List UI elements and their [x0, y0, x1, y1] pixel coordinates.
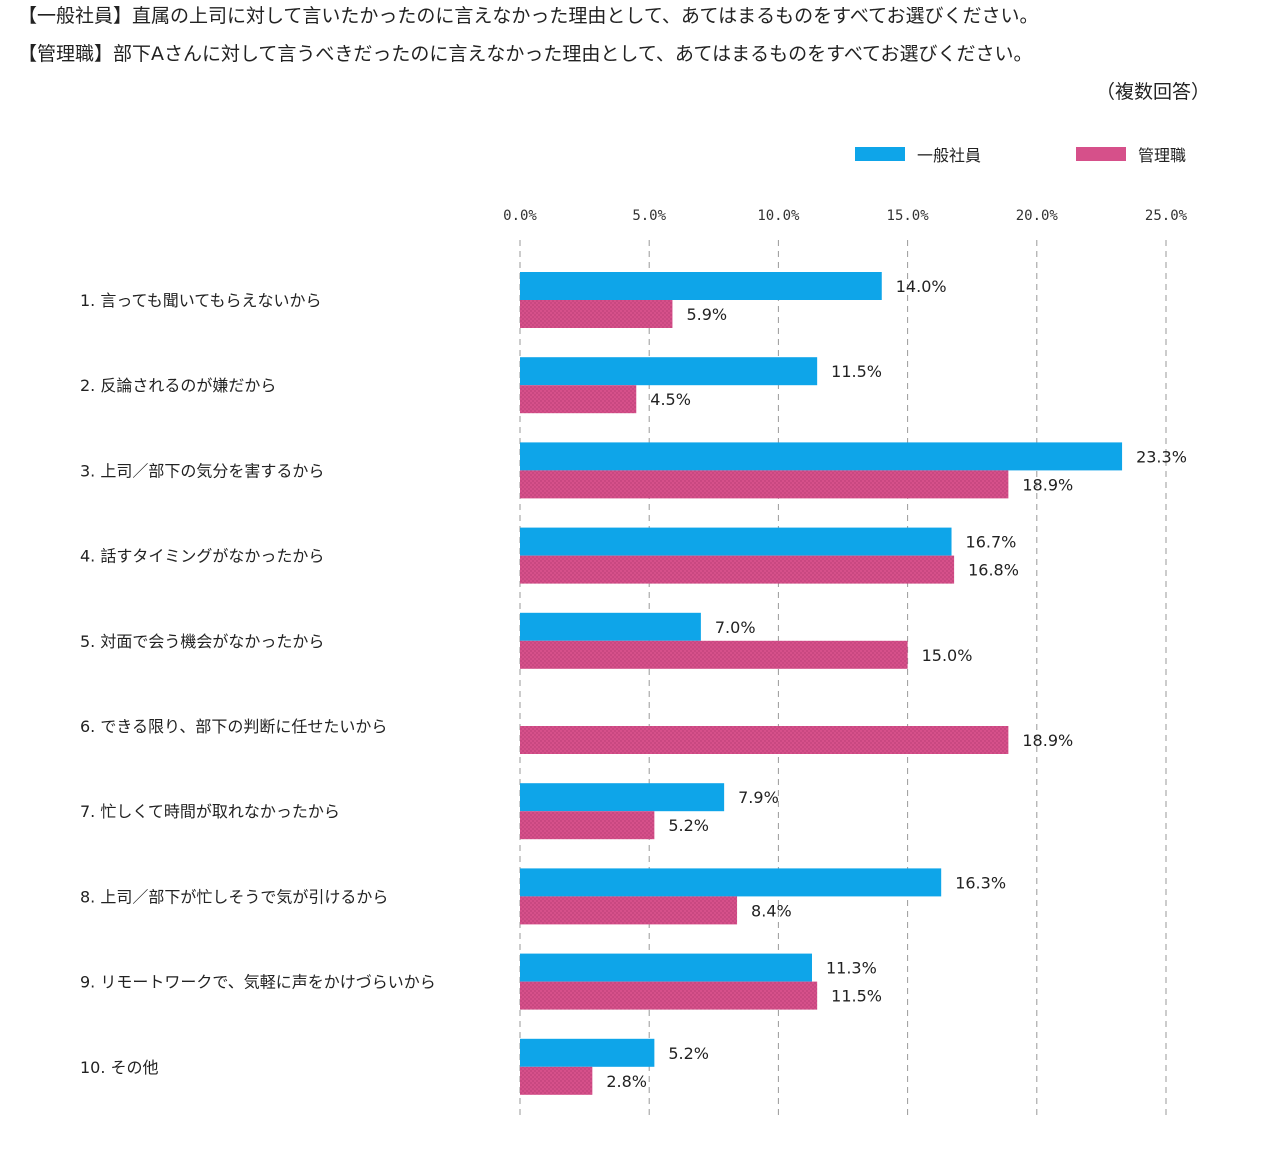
category-label: 3. 上司／部下の気分を害するから: [80, 461, 324, 480]
multiple-answer-note: （複数回答）: [1095, 81, 1210, 103]
legend-label-staff: 一般社員: [917, 146, 982, 165]
bar-manager: [520, 300, 673, 328]
data-label-staff: 14.0%: [896, 277, 947, 296]
data-label-manager: 5.9%: [686, 305, 727, 324]
question-manager: 【管理職】部下Aさんに対して言うべきだったのに言えなかった理由として、あてはまる…: [18, 43, 1033, 65]
category-label: 6. できる限り、部下の判断に任せたいから: [80, 717, 387, 736]
data-label-manager: 11.5%: [831, 987, 882, 1006]
data-label-manager: 2.8%: [606, 1072, 647, 1091]
legend-label-manager: 管理職: [1138, 146, 1187, 165]
bar-manager: [520, 726, 1009, 754]
category-label: 10. その他: [80, 1058, 159, 1077]
data-label-staff: 7.9%: [738, 788, 779, 807]
bar-manager: [520, 981, 818, 1010]
category-label: 2. 反論されるのが嫌だから: [80, 376, 276, 395]
data-label-manager: 16.8%: [968, 561, 1019, 580]
category-label: 8. 上司／部下が忙しそうで気が引けるから: [80, 887, 388, 906]
category-label: 1. 言っても聞いてもらえないから: [80, 291, 321, 310]
legend-item-staff: 一般社員: [855, 142, 981, 166]
x-tick-label: 25.0%: [1145, 208, 1188, 224]
bar-manager: [520, 640, 908, 669]
bar-staff: [520, 357, 818, 386]
x-tick-label: 15.0%: [887, 208, 930, 224]
bar-staff: [520, 272, 882, 300]
bar-manager: [520, 385, 637, 414]
data-label-staff: 23.3%: [1136, 447, 1187, 466]
bar-staff: [520, 527, 952, 556]
category-label: 7. 忙しくて時間が取れなかったから: [80, 802, 340, 821]
data-label-staff: 11.3%: [826, 959, 877, 978]
bar-manager: [520, 555, 955, 584]
bar-staff: [520, 868, 942, 897]
bar-manager: [520, 896, 738, 925]
data-label-staff: 7.0%: [715, 618, 756, 637]
question-staff: 【一般社員】直属の上司に対して言いたかったのに言えなかった理由として、あてはまる…: [18, 5, 1039, 27]
bar-manager: [520, 470, 1009, 499]
bar-manager: [520, 1066, 593, 1095]
bar-staff: [520, 612, 701, 641]
category-label: 5. 対面で会う機会がなかったから: [80, 632, 324, 651]
legend-swatch-staff: [855, 147, 905, 161]
x-tick-label: 5.0%: [632, 208, 666, 224]
data-label-staff: 5.2%: [668, 1044, 709, 1063]
x-tick-label: 20.0%: [1016, 208, 1059, 224]
bar-staff: [520, 953, 812, 982]
data-label-staff: 11.5%: [831, 362, 882, 381]
data-label-manager: 18.9%: [1022, 731, 1073, 750]
x-tick-label: 10.0%: [757, 208, 800, 224]
data-label-staff: 16.3%: [955, 873, 1006, 892]
data-label-manager: 15.0%: [922, 646, 973, 665]
bar-staff: [520, 783, 725, 812]
data-label-manager: 8.4%: [751, 901, 792, 920]
data-label-manager: 4.5%: [650, 390, 691, 409]
bar-manager: [520, 811, 655, 840]
x-tick-label: 0.0%: [503, 208, 537, 224]
data-label-staff: 16.7%: [966, 533, 1017, 552]
data-label-manager: 18.9%: [1022, 475, 1073, 494]
category-label: 9. リモートワークで、気軽に声をかけづらいから: [80, 973, 436, 992]
legend-swatch-manager: [1076, 147, 1126, 161]
bar-staff: [520, 442, 1123, 471]
data-label-manager: 5.2%: [668, 816, 709, 835]
category-label: 4. 話すタイミングがなかったから: [80, 547, 324, 566]
bar-staff: [520, 1038, 655, 1067]
legend-item-manager: 管理職: [1076, 142, 1186, 166]
